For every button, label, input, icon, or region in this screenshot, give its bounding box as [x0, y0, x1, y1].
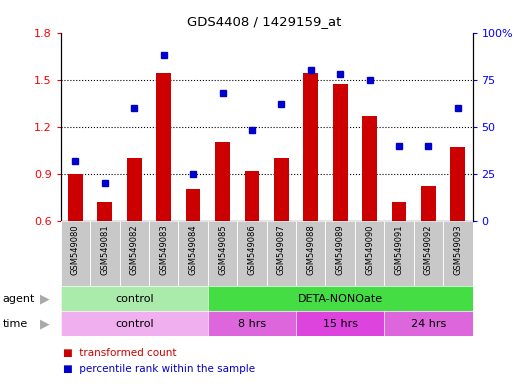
- Bar: [178, 221, 208, 286]
- Bar: [208, 221, 237, 286]
- Text: ■  percentile rank within the sample: ■ percentile rank within the sample: [63, 364, 256, 374]
- Bar: [68, 174, 83, 221]
- Text: ▶: ▶: [40, 317, 50, 330]
- Text: GSM549093: GSM549093: [454, 224, 463, 275]
- Text: control: control: [115, 293, 154, 304]
- Text: control: control: [115, 318, 154, 329]
- Bar: [237, 221, 267, 286]
- Bar: [127, 158, 142, 221]
- Text: DETA-NONOate: DETA-NONOate: [298, 293, 383, 304]
- Bar: [156, 73, 171, 221]
- Bar: [362, 116, 377, 221]
- Bar: [98, 202, 112, 221]
- Text: GSM549081: GSM549081: [100, 224, 109, 275]
- Bar: [274, 158, 289, 221]
- Text: time: time: [3, 318, 28, 329]
- Bar: [267, 221, 296, 286]
- Bar: [392, 202, 407, 221]
- Text: GSM549085: GSM549085: [218, 224, 227, 275]
- Text: 8 hrs: 8 hrs: [238, 318, 266, 329]
- Text: GSM549087: GSM549087: [277, 224, 286, 275]
- Bar: [333, 84, 347, 221]
- Text: GSM549086: GSM549086: [248, 224, 257, 275]
- Bar: [61, 221, 90, 286]
- Text: GSM549092: GSM549092: [424, 224, 433, 275]
- Bar: [450, 147, 465, 221]
- Text: ■  transformed count: ■ transformed count: [63, 348, 177, 358]
- Text: agent: agent: [3, 293, 35, 304]
- Text: 24 hrs: 24 hrs: [411, 318, 446, 329]
- Text: 15 hrs: 15 hrs: [323, 318, 357, 329]
- Bar: [414, 221, 443, 286]
- Text: ▶: ▶: [40, 292, 50, 305]
- Bar: [325, 221, 355, 286]
- Text: GSM549088: GSM549088: [306, 224, 315, 275]
- Bar: [443, 221, 473, 286]
- Bar: [119, 221, 149, 286]
- Text: GSM549090: GSM549090: [365, 224, 374, 275]
- Text: GSM549089: GSM549089: [336, 224, 345, 275]
- Bar: [149, 221, 178, 286]
- Bar: [421, 186, 436, 221]
- Text: GDS4408 / 1429159_at: GDS4408 / 1429159_at: [187, 15, 341, 28]
- Text: GSM549083: GSM549083: [159, 224, 168, 275]
- Bar: [355, 221, 384, 286]
- Text: GSM549080: GSM549080: [71, 224, 80, 275]
- Bar: [215, 142, 230, 221]
- Bar: [244, 170, 259, 221]
- Text: GSM549091: GSM549091: [394, 224, 403, 275]
- Text: GSM549084: GSM549084: [188, 224, 197, 275]
- Bar: [90, 221, 119, 286]
- Bar: [384, 221, 414, 286]
- Bar: [296, 221, 325, 286]
- Text: GSM549082: GSM549082: [130, 224, 139, 275]
- Bar: [186, 189, 201, 221]
- Bar: [304, 73, 318, 221]
